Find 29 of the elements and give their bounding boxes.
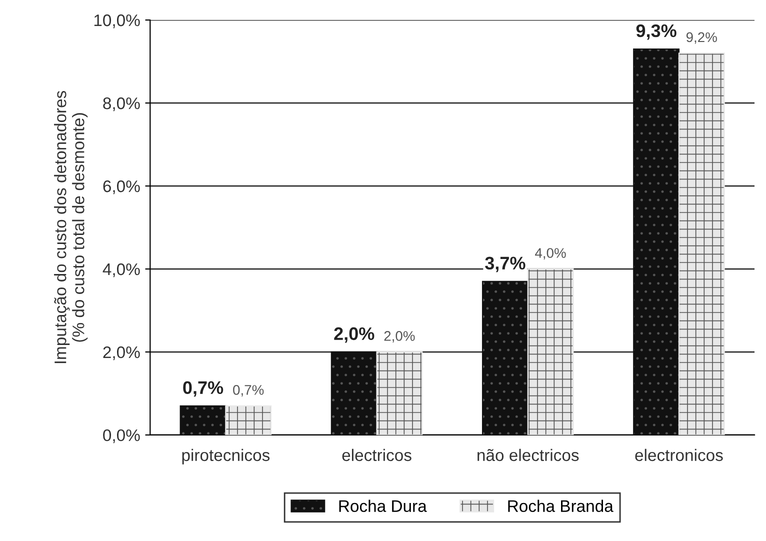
- bar: [482, 280, 528, 435]
- bar: [225, 405, 272, 435]
- bar: [330, 351, 378, 435]
- y-tick-label: 0,0%: [103, 429, 140, 444]
- legend-label: Rocha Dura: [339, 500, 427, 512]
- data-label: 9,3%: [636, 24, 676, 40]
- y-tick-label: 10,0%: [94, 14, 140, 28]
- bar: [633, 48, 680, 435]
- data-label: 4,0%: [535, 248, 566, 260]
- data-label: 2,0%: [334, 327, 374, 343]
- bar: [678, 52, 725, 435]
- x-tick-label: electronicos: [635, 448, 723, 462]
- data-label: 0,7%: [183, 381, 224, 397]
- y-tick-label: 2,0%: [103, 346, 140, 360]
- data-label: 3,7%: [485, 256, 526, 272]
- y-tick-label: 8,0%: [103, 97, 140, 112]
- y-tick-label: 4,0%: [102, 263, 140, 278]
- data-label: 2,0%: [384, 331, 415, 343]
- bar: [180, 405, 226, 435]
- x-tick-label: pirotecnicos: [182, 448, 270, 464]
- data-label: 0,7%: [233, 385, 264, 396]
- y-tick-label: 6,0%: [103, 180, 140, 194]
- x-tick-label: não electricos: [478, 448, 579, 462]
- bar: [527, 268, 574, 435]
- legend-label: Rocha Branda: [508, 500, 614, 512]
- bar: [376, 351, 423, 435]
- data-label: 9,2%: [686, 32, 717, 44]
- x-tick-label: electricos: [342, 448, 412, 462]
- y-axis-title: Imputação do custo dos detonadores (% do custo total de desmonte): [54, 90, 88, 364]
